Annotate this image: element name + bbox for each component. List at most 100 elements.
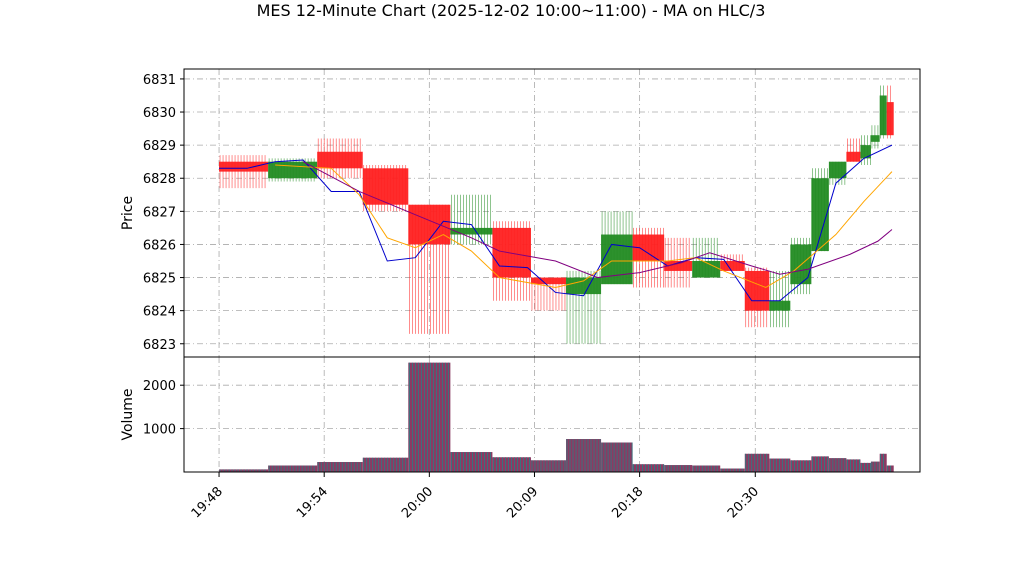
candle-body: [720, 261, 745, 271]
price-tick-label: 6828: [143, 172, 176, 187]
volume-bar-fill: [886, 465, 894, 472]
candle-body: [860, 145, 871, 159]
volume-bar: [879, 453, 887, 472]
volume-bar-fill: [450, 452, 493, 472]
volume-bar: [632, 464, 665, 472]
volume-bar: [744, 453, 770, 472]
volume-bar-fill: [860, 462, 871, 472]
x-tick-label: 20:00: [399, 484, 436, 521]
price-tick-label: 6824: [143, 305, 176, 320]
volume-bar: [790, 460, 812, 472]
volume-bar: [692, 465, 721, 472]
volume-bar-fill: [268, 465, 318, 472]
candle: [492, 221, 531, 301]
moving-average-line: [302, 161, 893, 279]
volume-bar: [769, 458, 791, 472]
volume-bar-fill: [870, 461, 880, 472]
volume-bar-fill: [744, 453, 770, 472]
x-tick-label: 20:09: [504, 484, 541, 521]
volume-bar-fill: [219, 469, 269, 472]
candle-body: [317, 151, 363, 169]
price-tick-label: 6829: [143, 139, 176, 154]
candle-body: [362, 168, 409, 205]
candle-body: [268, 161, 318, 179]
candle-body: [879, 95, 887, 136]
volume-bar: [860, 462, 871, 472]
price-tick-label: 6827: [143, 205, 176, 220]
candle-body: [408, 204, 451, 245]
volume-tick-label: 1000: [143, 423, 176, 438]
volume-bar-fill: [566, 439, 602, 472]
x-tick-label: 19:54: [294, 484, 331, 521]
price-panel: 6823 6824 6825 6826 6827 6828 6829 6830 6831: [143, 68, 921, 358]
candle: [879, 85, 887, 139]
chart-title: MES 12-Minute Chart (2025-12-02 10:00~11…: [257, 1, 766, 20]
candle: [408, 204, 451, 334]
x-tick-label: 20:18: [609, 484, 646, 521]
candle-body: [769, 300, 791, 311]
volume-frame: [183, 356, 921, 473]
volume-bar-fill: [769, 458, 791, 472]
volume-bar-fill: [692, 465, 721, 472]
volume-bar: [720, 468, 745, 472]
volume-bar: [362, 457, 409, 472]
price-axis-label: Price: [120, 196, 136, 230]
volume-bar: [870, 461, 880, 472]
volume-bar-fill: [530, 460, 567, 472]
candle-body: [811, 178, 829, 252]
volume-bar: [828, 458, 847, 472]
price-tick-label: 6826: [143, 238, 176, 253]
candle-body: [846, 151, 861, 162]
candle-body: [566, 277, 602, 295]
price-tick-label: 6825: [143, 272, 176, 287]
candle-body: [450, 227, 493, 235]
candle: [219, 155, 269, 189]
volume-bar-fill: [790, 460, 812, 472]
volume-tick-label: 2000: [143, 379, 176, 394]
volume-bar: [811, 456, 829, 472]
candle: [870, 125, 880, 149]
price-tick-label: 6831: [143, 73, 176, 88]
candle-body: [744, 270, 770, 311]
volume-bar: [450, 452, 493, 472]
x-tick-label: 19:48: [189, 484, 226, 521]
candle-body: [664, 261, 693, 271]
volume-bar: [492, 457, 531, 472]
candle: [846, 138, 861, 162]
candle: [362, 165, 409, 212]
candle: [744, 267, 770, 328]
candle: [601, 211, 633, 285]
volume-axis-label: Volume: [120, 388, 136, 440]
moving-average-line: [219, 144, 893, 302]
x-axis: 19:48 19:54 20:00 20:09 20:18 20:30: [189, 472, 762, 521]
candle-body: [692, 261, 721, 278]
x-tick-label: 20:30: [725, 484, 762, 521]
candle-body: [530, 277, 567, 285]
candle-body: [886, 102, 894, 136]
candle: [450, 194, 493, 245]
volume-bar-fill: [811, 456, 829, 472]
price-plot-area: [184, 69, 920, 357]
candle: [317, 138, 363, 179]
candle-body: [219, 161, 269, 172]
candle-body: [828, 161, 847, 179]
volume-panel: 1000 2000: [143, 356, 921, 473]
volume-bar: [601, 442, 633, 472]
volume-bar: [886, 465, 894, 472]
volume-bar: [664, 465, 693, 472]
volume-bar: [846, 459, 861, 472]
candle: [886, 85, 894, 139]
candle-body: [492, 227, 531, 278]
volume-plot-area: [184, 357, 920, 472]
volume-bar: [530, 460, 567, 472]
volume-bar-fill: [408, 362, 451, 472]
volume-bar-fill: [720, 468, 745, 472]
volume-bar: [268, 465, 318, 472]
price-tick-label: 6830: [143, 106, 176, 121]
volume-bar-fill: [828, 458, 847, 472]
volume-bar: [408, 362, 451, 472]
moving-average-line: [275, 164, 893, 289]
volume-bar: [566, 439, 602, 472]
